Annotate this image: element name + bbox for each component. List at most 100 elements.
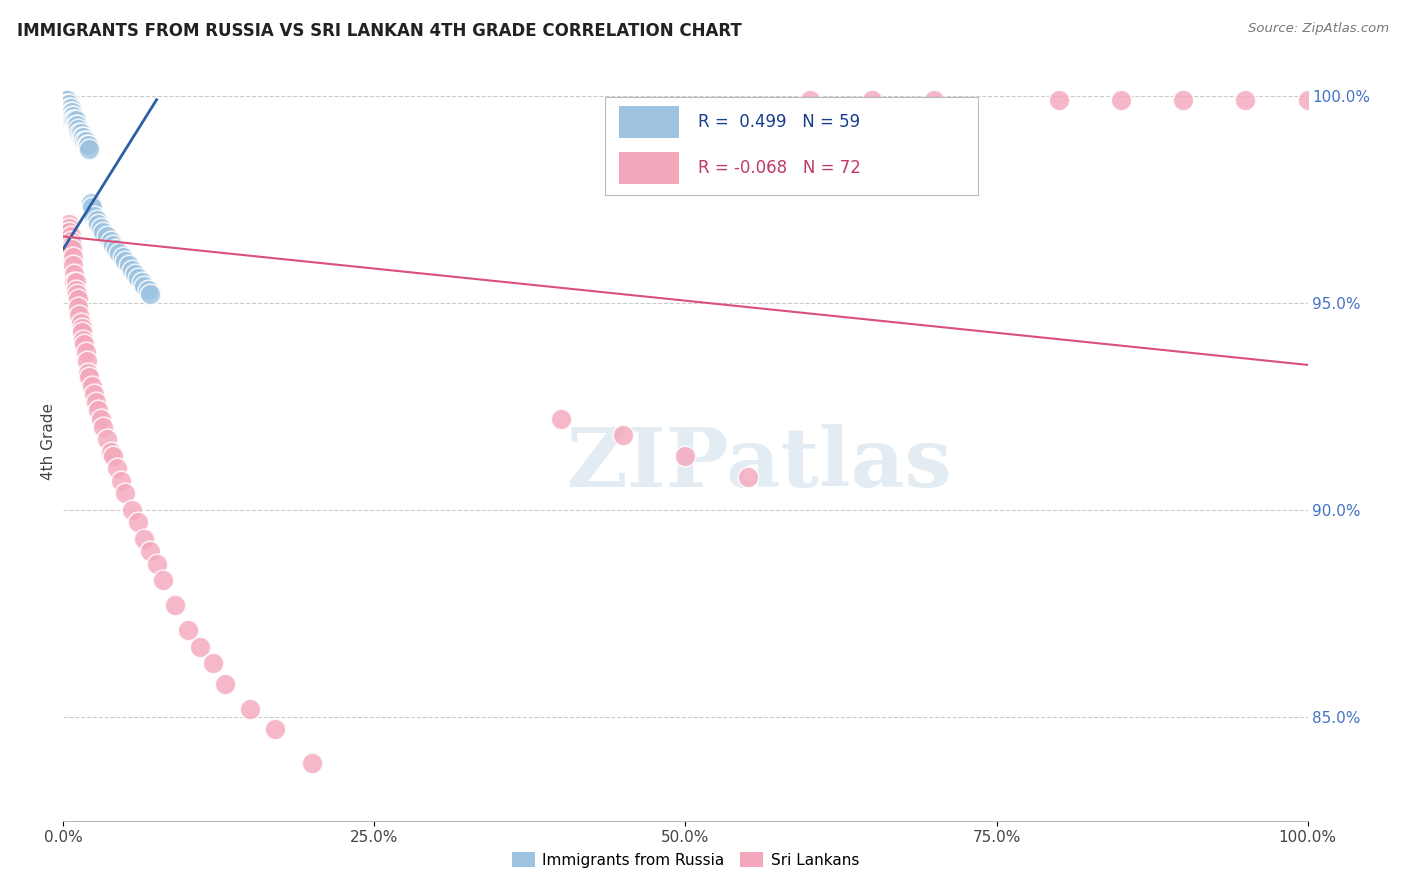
Point bbox=[134, 279, 156, 293]
Point bbox=[90, 411, 112, 425]
Point bbox=[79, 370, 101, 384]
Point bbox=[65, 275, 87, 289]
Point bbox=[55, 93, 77, 107]
Point bbox=[56, 93, 79, 107]
Point bbox=[65, 113, 87, 128]
Point bbox=[100, 234, 122, 248]
Point bbox=[59, 105, 82, 120]
Point bbox=[55, 109, 77, 123]
Point bbox=[214, 677, 236, 691]
Point bbox=[114, 254, 136, 268]
Point bbox=[62, 109, 84, 123]
Point bbox=[58, 101, 80, 115]
Point bbox=[1173, 93, 1195, 107]
Point bbox=[76, 138, 98, 153]
Point bbox=[75, 134, 97, 148]
Point bbox=[69, 308, 91, 322]
Point bbox=[83, 209, 105, 223]
Point bbox=[114, 486, 136, 500]
Point bbox=[80, 201, 103, 215]
Point bbox=[127, 516, 149, 530]
Point bbox=[53, 93, 76, 107]
Point bbox=[799, 93, 821, 107]
Legend: Immigrants from Russia, Sri Lankans: Immigrants from Russia, Sri Lankans bbox=[506, 846, 865, 873]
Point bbox=[60, 109, 83, 123]
Point bbox=[58, 105, 80, 120]
Point bbox=[86, 213, 108, 227]
Point bbox=[55, 96, 77, 111]
Point bbox=[66, 287, 89, 301]
Point bbox=[108, 246, 131, 260]
Point bbox=[59, 101, 82, 115]
Point bbox=[105, 461, 128, 475]
Point bbox=[924, 93, 946, 107]
Point bbox=[55, 96, 77, 111]
Point bbox=[66, 118, 89, 132]
Point bbox=[118, 259, 141, 273]
Point bbox=[55, 101, 77, 115]
Point bbox=[127, 271, 149, 285]
Point bbox=[201, 656, 224, 670]
Point bbox=[60, 242, 83, 256]
Point bbox=[124, 267, 146, 281]
FancyBboxPatch shape bbox=[605, 96, 977, 195]
Point bbox=[53, 96, 76, 111]
Point bbox=[58, 101, 80, 115]
Point bbox=[53, 96, 76, 111]
Point bbox=[58, 101, 80, 115]
Point bbox=[56, 101, 79, 115]
Point bbox=[152, 574, 174, 588]
Point bbox=[59, 229, 82, 244]
Point bbox=[1296, 93, 1319, 107]
Point bbox=[550, 411, 572, 425]
Text: ZIPatlas: ZIPatlas bbox=[568, 425, 953, 504]
Point bbox=[1109, 93, 1132, 107]
Point bbox=[1234, 93, 1257, 107]
Point bbox=[58, 96, 80, 111]
Point bbox=[101, 449, 124, 463]
Point bbox=[139, 544, 162, 558]
Point bbox=[737, 469, 759, 483]
Point bbox=[136, 283, 159, 297]
Point bbox=[56, 101, 79, 115]
Point bbox=[301, 756, 323, 770]
Point bbox=[75, 345, 97, 359]
Point bbox=[87, 217, 110, 231]
Point bbox=[73, 134, 96, 148]
Point bbox=[58, 225, 80, 239]
Point bbox=[58, 105, 80, 120]
Point bbox=[91, 225, 114, 239]
Point bbox=[263, 723, 285, 737]
Point bbox=[63, 275, 86, 289]
Point bbox=[76, 353, 98, 368]
Point bbox=[69, 126, 91, 140]
Point bbox=[72, 333, 94, 347]
Point bbox=[70, 320, 93, 334]
Point bbox=[60, 237, 83, 252]
Point bbox=[87, 403, 110, 417]
Point bbox=[188, 640, 211, 654]
Bar bbox=[620, 106, 679, 138]
Point bbox=[67, 121, 90, 136]
Point bbox=[96, 229, 118, 244]
Point bbox=[675, 449, 697, 463]
Point bbox=[73, 337, 96, 351]
Point bbox=[59, 234, 82, 248]
Point bbox=[56, 96, 79, 111]
Bar bbox=[620, 152, 679, 184]
Point bbox=[62, 250, 84, 264]
Point bbox=[83, 387, 105, 401]
Point bbox=[67, 292, 90, 306]
Point bbox=[110, 474, 132, 488]
Point bbox=[55, 101, 77, 115]
Point bbox=[65, 283, 87, 297]
Point bbox=[165, 598, 187, 612]
Point bbox=[63, 113, 86, 128]
Text: R = -0.068   N = 72: R = -0.068 N = 72 bbox=[697, 159, 860, 177]
Point bbox=[177, 623, 200, 637]
Point bbox=[79, 196, 101, 211]
Point bbox=[62, 113, 84, 128]
Point bbox=[111, 250, 134, 264]
Point bbox=[84, 395, 107, 409]
Point bbox=[69, 126, 91, 140]
